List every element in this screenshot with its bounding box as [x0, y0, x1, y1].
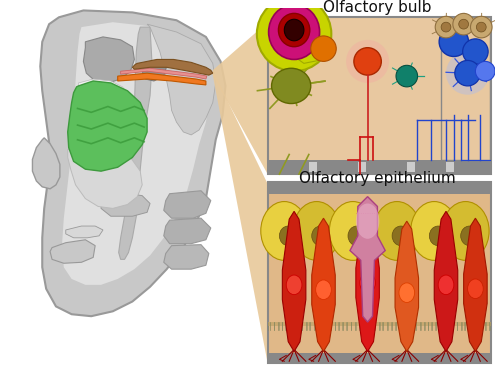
Ellipse shape: [453, 13, 474, 35]
Polygon shape: [142, 60, 167, 81]
Polygon shape: [40, 10, 226, 316]
Bar: [268, 160, 491, 174]
Polygon shape: [132, 60, 213, 75]
Ellipse shape: [312, 226, 330, 246]
Polygon shape: [66, 226, 103, 238]
Polygon shape: [50, 240, 95, 263]
Polygon shape: [291, 48, 326, 63]
Ellipse shape: [348, 226, 366, 246]
Ellipse shape: [435, 16, 457, 38]
Ellipse shape: [446, 52, 489, 95]
Polygon shape: [395, 221, 418, 351]
Bar: [441, 17, 490, 160]
Ellipse shape: [272, 68, 311, 104]
Ellipse shape: [278, 13, 310, 47]
Ellipse shape: [470, 16, 492, 38]
Ellipse shape: [261, 201, 308, 260]
Bar: [268, 17, 491, 174]
Bar: [407, 162, 414, 172]
Ellipse shape: [293, 201, 340, 260]
Polygon shape: [120, 68, 207, 79]
Ellipse shape: [286, 275, 302, 295]
Polygon shape: [84, 37, 134, 83]
Bar: [268, 354, 491, 363]
Polygon shape: [434, 211, 458, 351]
Polygon shape: [101, 193, 150, 216]
Polygon shape: [312, 218, 336, 351]
Polygon shape: [164, 218, 211, 244]
Bar: [446, 162, 454, 172]
Ellipse shape: [455, 60, 480, 86]
Ellipse shape: [476, 22, 486, 32]
Polygon shape: [32, 138, 60, 189]
Polygon shape: [164, 244, 209, 269]
Ellipse shape: [257, 0, 332, 71]
Text: Olfactory epithelium: Olfactory epithelium: [299, 171, 456, 186]
Polygon shape: [213, 70, 268, 363]
Polygon shape: [68, 145, 142, 208]
Ellipse shape: [284, 19, 304, 41]
Ellipse shape: [392, 226, 409, 246]
Ellipse shape: [441, 22, 451, 32]
Polygon shape: [62, 22, 211, 285]
Ellipse shape: [438, 275, 454, 295]
Ellipse shape: [280, 226, 297, 246]
Bar: [358, 162, 366, 172]
Ellipse shape: [316, 280, 332, 300]
Polygon shape: [76, 79, 132, 144]
Ellipse shape: [356, 204, 380, 239]
Ellipse shape: [374, 201, 420, 260]
Ellipse shape: [360, 273, 376, 292]
Ellipse shape: [458, 19, 468, 29]
Ellipse shape: [330, 201, 376, 260]
Polygon shape: [464, 218, 487, 351]
Polygon shape: [147, 24, 216, 135]
Polygon shape: [164, 191, 211, 218]
Polygon shape: [282, 211, 306, 351]
Ellipse shape: [399, 283, 414, 303]
Polygon shape: [118, 27, 152, 260]
Ellipse shape: [476, 62, 495, 81]
Bar: [268, 322, 491, 326]
Ellipse shape: [268, 4, 320, 60]
Ellipse shape: [346, 40, 389, 83]
Ellipse shape: [354, 48, 382, 75]
Text: Olfactory bulb: Olfactory bulb: [323, 0, 432, 15]
Bar: [268, 182, 491, 363]
Polygon shape: [68, 81, 147, 171]
Bar: [268, 182, 491, 194]
Polygon shape: [356, 209, 380, 351]
Bar: [309, 162, 316, 172]
Ellipse shape: [468, 279, 483, 298]
Ellipse shape: [439, 27, 468, 57]
Polygon shape: [118, 73, 206, 85]
Polygon shape: [350, 196, 385, 322]
Ellipse shape: [430, 226, 447, 246]
Ellipse shape: [396, 65, 417, 87]
Ellipse shape: [410, 201, 458, 260]
Ellipse shape: [311, 36, 336, 62]
Ellipse shape: [462, 39, 488, 64]
Polygon shape: [213, 22, 268, 174]
Ellipse shape: [442, 201, 489, 260]
Ellipse shape: [460, 226, 478, 246]
